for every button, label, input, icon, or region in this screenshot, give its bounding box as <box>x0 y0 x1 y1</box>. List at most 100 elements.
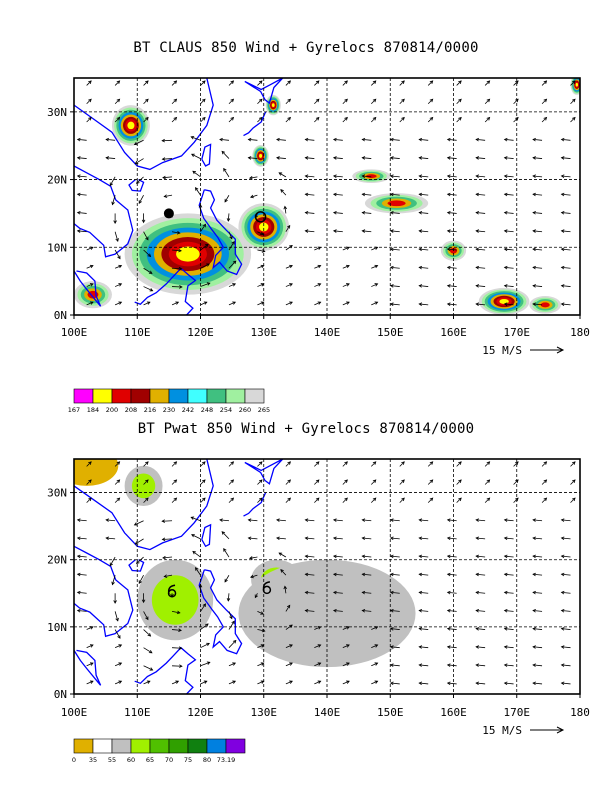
wind-vector <box>561 610 571 612</box>
wind-vector-head <box>202 479 206 484</box>
wind-vector-head <box>515 497 519 502</box>
shaded-feature-8 <box>540 302 550 308</box>
wind-vector <box>228 611 233 619</box>
wind-vector-head <box>149 667 154 671</box>
wind-vector-head <box>446 156 451 160</box>
wind-vector-head <box>232 680 237 684</box>
wind-vector-head <box>418 229 423 233</box>
wind-vector <box>305 138 315 141</box>
wind-vector <box>248 157 258 159</box>
wind-vector <box>257 117 263 123</box>
wind-vector-head <box>389 536 394 541</box>
wind-vector-head <box>260 283 265 287</box>
wind-vector-head <box>111 581 115 586</box>
wind-vector <box>143 301 151 306</box>
colorbar-label: 216 <box>144 406 156 414</box>
wind-vector <box>419 303 429 306</box>
wind-vector-head <box>429 98 434 103</box>
wind-vector <box>77 193 87 196</box>
wind-vector-head <box>361 137 366 142</box>
wind-vector <box>484 479 490 485</box>
wind-vector-head <box>532 663 536 667</box>
colorbar-label: 55 <box>108 756 116 764</box>
wind-vector <box>200 643 210 649</box>
wind-vector <box>114 231 119 242</box>
wind-vector-head <box>287 479 291 484</box>
wind-vector-head <box>446 247 451 252</box>
wind-vector <box>200 623 209 630</box>
wind-vector-head <box>503 536 508 541</box>
wind-vector-head <box>205 243 209 248</box>
wind-vector-head <box>429 461 434 465</box>
wind-vector-head <box>105 137 110 142</box>
wind-vector <box>86 479 92 485</box>
y-tick-label: 0N <box>54 688 67 701</box>
wind-vector <box>305 157 315 159</box>
wind-vector <box>228 98 234 105</box>
coastline <box>74 545 134 638</box>
wind-vector <box>86 98 92 105</box>
wind-vector-head <box>304 536 309 541</box>
wind-vector-head <box>76 572 81 577</box>
colorbar-label: 184 <box>87 406 99 414</box>
wind-vector-head <box>503 137 508 142</box>
wind-vector-head <box>161 157 166 161</box>
wind-vector <box>314 497 320 503</box>
colorbar-swatch <box>73 738 94 754</box>
wind-vector-head <box>145 236 149 241</box>
wind-vector-head <box>389 137 394 142</box>
colorbar-swatch <box>225 738 246 754</box>
wind-vector-head <box>515 98 519 103</box>
wind-vector <box>476 157 486 159</box>
wind-vector <box>114 117 120 123</box>
wind-vector-head <box>226 218 231 222</box>
wind-vector-head <box>446 229 451 233</box>
wind-vector <box>561 646 571 649</box>
wind-vector-head <box>543 80 548 84</box>
wind-vector-head <box>389 192 394 197</box>
wind-vector-head <box>401 98 405 103</box>
wind-vector <box>143 117 149 123</box>
wind-vector <box>333 212 343 214</box>
wind-vector-head <box>332 229 337 233</box>
wind-vector <box>276 519 286 522</box>
wind-vector-head <box>374 626 379 630</box>
wind-vector-head <box>361 210 366 215</box>
wind-vector-head <box>117 255 121 260</box>
wind-vector-head <box>332 518 337 522</box>
colorbar-label: 75 <box>184 756 192 764</box>
wind-vector <box>533 591 543 594</box>
wind-vector-head <box>161 519 166 523</box>
wind-vector <box>504 266 514 269</box>
wind-vector-head <box>219 518 223 522</box>
wind-vector-head <box>178 628 182 632</box>
wind-vector-head <box>163 194 168 198</box>
wind-vector-head <box>113 600 117 604</box>
wind-vector <box>305 537 315 540</box>
wind-vector <box>164 574 173 577</box>
x-tick-label: 160E <box>440 706 467 719</box>
wind-vector <box>257 98 263 105</box>
wind-vector-head <box>88 98 92 103</box>
wind-vector <box>171 461 177 467</box>
wind-vector <box>143 80 149 86</box>
wind-vector <box>333 537 343 540</box>
wind-vector-head <box>315 497 320 502</box>
wind-vector <box>77 519 87 522</box>
wind-vector-head <box>346 644 350 648</box>
wind-vector <box>249 556 258 559</box>
wind-vector <box>333 610 343 612</box>
wind-vector <box>561 555 571 558</box>
wind-vector-head <box>374 283 379 287</box>
wind-vector <box>109 176 116 186</box>
wind-vector <box>314 626 321 630</box>
wind-vector-head <box>198 203 203 208</box>
wind-vector <box>257 265 264 269</box>
wind-vector <box>476 285 486 287</box>
wind-vector-head <box>133 522 138 526</box>
wind-vector-head <box>503 572 508 577</box>
wind-vector <box>106 138 116 141</box>
wind-vector <box>456 479 462 485</box>
wind-vector <box>371 662 378 667</box>
wind-vector <box>171 231 180 234</box>
